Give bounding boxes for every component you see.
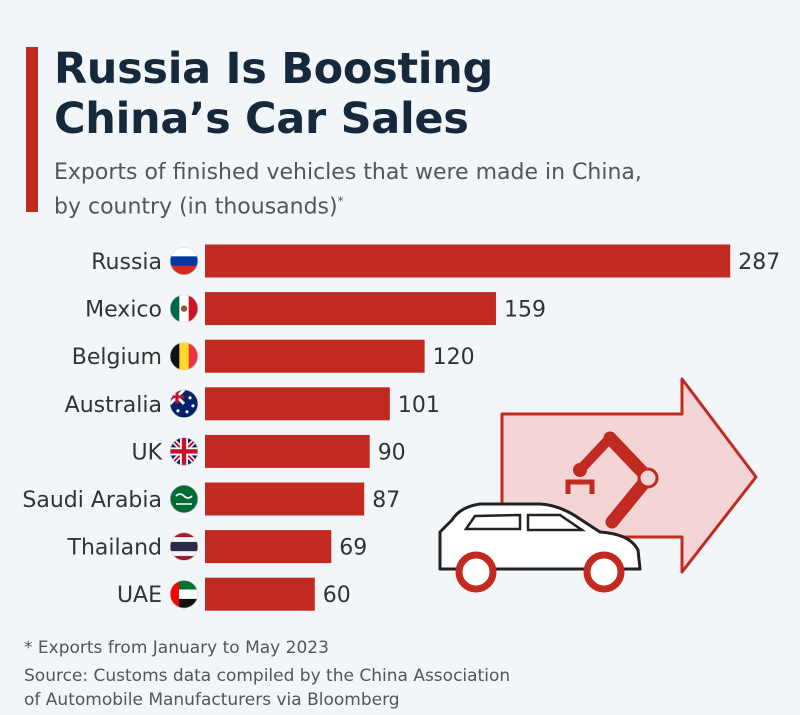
footnote: * Exports from January to May 2023 — [24, 638, 329, 658]
bar-saudi-arabia — [205, 482, 365, 516]
source-line-2: of Automobile Manufacturers via Bloomber… — [24, 690, 400, 710]
chart-title: Russia Is Boosting China’s Car Sales — [54, 44, 493, 144]
bar-thailand — [205, 530, 332, 564]
belgium-flag-icon — [170, 342, 198, 371]
bar-mexico — [205, 292, 496, 326]
saudi-arabia-flag-icon — [170, 485, 198, 513]
bar-uk — [205, 434, 370, 468]
car-robot-illustration — [438, 377, 758, 593]
subtitle-footnote-mark: * — [337, 194, 344, 208]
value-label: 90 — [378, 440, 406, 465]
chart-subtitle: Exports of finished vehicles that were m… — [54, 158, 754, 221]
uk-flag-icon — [170, 437, 198, 466]
title-accent-bar — [26, 47, 38, 212]
value-label: 87 — [372, 488, 400, 513]
title-line-1: Russia Is Boosting — [54, 44, 493, 94]
category-label: UK — [131, 440, 162, 465]
bar-uae — [205, 577, 315, 611]
thailand-flag-icon — [170, 532, 198, 561]
value-label: 287 — [738, 250, 780, 275]
source-line-1: Source: Customs data compiled by the Chi… — [24, 666, 511, 686]
subtitle-line-1: Exports of finished vehicles that were m… — [54, 160, 642, 185]
australia-flag-icon — [170, 389, 198, 418]
bar-russia — [205, 244, 731, 278]
value-label: 69 — [339, 536, 367, 561]
category-label: Saudi Arabia — [22, 488, 162, 513]
mexico-flag-icon — [170, 294, 198, 323]
russia-flag-icon — [170, 247, 198, 275]
bar-belgium — [205, 339, 425, 373]
robot-arm-graphic — [565, 431, 659, 529]
car-graphic — [438, 502, 642, 593]
bar-chart: Russia 287 Mexico 159 Belgium 120 Australia 101… — [22, 244, 780, 611]
category-label: Russia — [91, 250, 162, 275]
category-label: Thailand — [67, 536, 162, 561]
uae-flag-icon — [170, 580, 198, 609]
value-label: 101 — [398, 393, 440, 418]
bar-australia — [205, 387, 390, 421]
category-label: Belgium — [72, 345, 162, 370]
value-label: 159 — [504, 298, 546, 323]
value-label: 60 — [323, 583, 351, 608]
title-line-2: China’s Car Sales — [54, 94, 469, 144]
category-label: Australia — [65, 393, 162, 418]
value-label: 120 — [433, 345, 475, 370]
category-label: Mexico — [85, 298, 162, 323]
subtitle-line-2: by country (in thousands) — [54, 194, 338, 220]
category-label: UAE — [117, 583, 162, 608]
